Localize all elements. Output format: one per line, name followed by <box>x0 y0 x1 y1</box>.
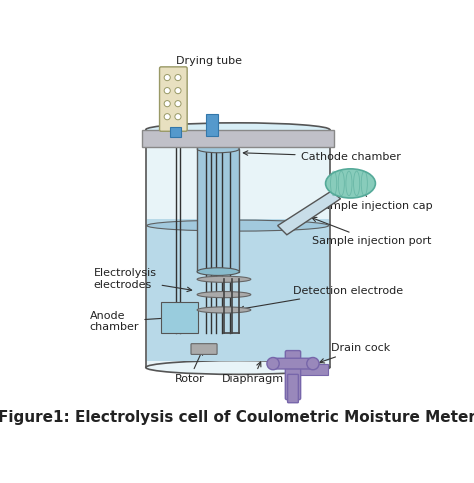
Text: Figure1: Electrolysis cell of Coulometric Moisture Meter: Figure1: Electrolysis cell of Coulometri… <box>0 410 474 425</box>
FancyBboxPatch shape <box>285 351 301 399</box>
Text: Electrolysis
electrodes: Electrolysis electrodes <box>93 269 191 292</box>
Circle shape <box>164 100 170 107</box>
Text: Anode
chamber: Anode chamber <box>90 311 170 332</box>
FancyBboxPatch shape <box>147 219 328 360</box>
Ellipse shape <box>147 220 328 231</box>
Text: Rotor: Rotor <box>174 350 204 384</box>
Polygon shape <box>278 191 340 235</box>
Text: Drying tube: Drying tube <box>176 56 242 71</box>
Text: Diaphragm: Diaphragm <box>222 362 284 384</box>
Text: Drain cock: Drain cock <box>320 343 391 363</box>
Text: Sample injection port: Sample injection port <box>312 217 431 246</box>
Ellipse shape <box>197 145 239 153</box>
Ellipse shape <box>197 307 251 313</box>
Circle shape <box>164 74 170 81</box>
FancyBboxPatch shape <box>170 128 181 137</box>
Ellipse shape <box>197 276 251 283</box>
Text: Detection electrode: Detection electrode <box>239 286 403 311</box>
Ellipse shape <box>326 169 375 198</box>
Ellipse shape <box>146 360 330 374</box>
FancyBboxPatch shape <box>197 149 239 271</box>
FancyBboxPatch shape <box>161 302 198 333</box>
Ellipse shape <box>197 268 239 275</box>
Circle shape <box>164 114 170 120</box>
Circle shape <box>175 100 181 107</box>
Circle shape <box>175 114 181 120</box>
Circle shape <box>164 87 170 94</box>
FancyBboxPatch shape <box>146 130 330 368</box>
Text: Cathode chamber: Cathode chamber <box>243 151 401 162</box>
FancyBboxPatch shape <box>142 130 334 147</box>
Circle shape <box>267 357 279 370</box>
FancyBboxPatch shape <box>273 358 313 369</box>
Circle shape <box>175 74 181 81</box>
FancyBboxPatch shape <box>288 374 298 403</box>
FancyBboxPatch shape <box>293 364 328 375</box>
FancyBboxPatch shape <box>191 344 217 355</box>
Ellipse shape <box>197 292 251 298</box>
Ellipse shape <box>146 123 330 137</box>
Circle shape <box>175 87 181 94</box>
FancyBboxPatch shape <box>160 67 187 131</box>
Text: Sample injection cap: Sample injection cap <box>316 179 433 212</box>
FancyBboxPatch shape <box>206 114 218 136</box>
Circle shape <box>307 357 319 370</box>
